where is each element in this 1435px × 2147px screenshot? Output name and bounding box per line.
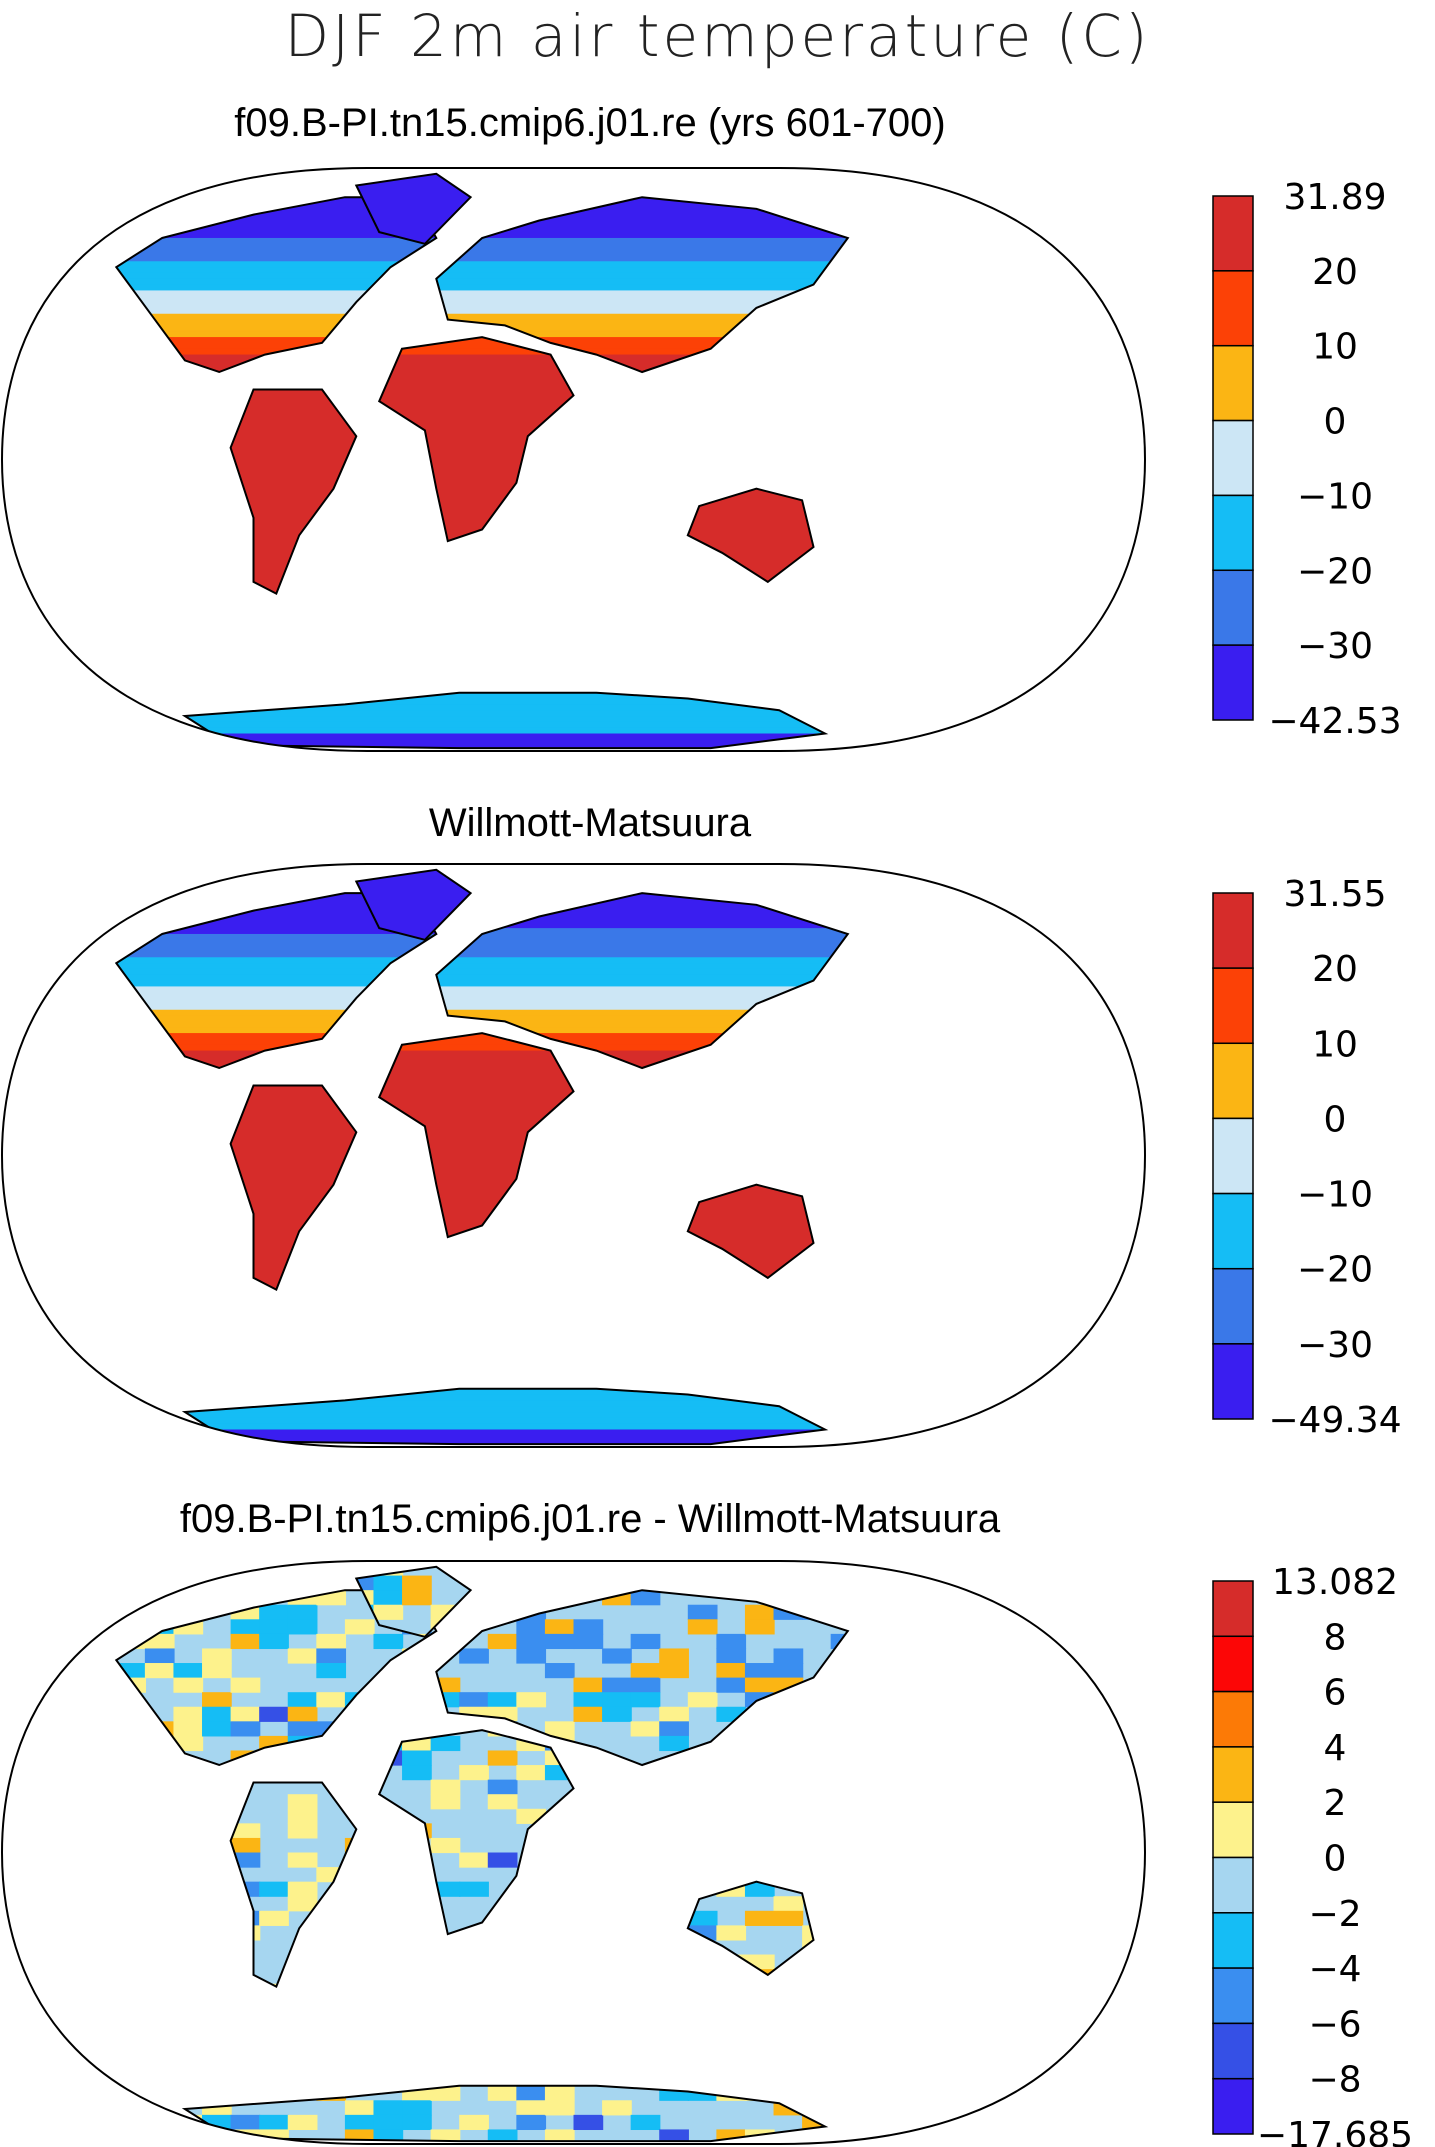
colorbar-label: −2 xyxy=(1308,1894,1361,1935)
colorbar-segment xyxy=(1212,1746,1254,1803)
colorbar-label: −10 xyxy=(1297,1175,1373,1216)
colorbar-segment xyxy=(1212,1801,1254,1859)
colorbar-segment xyxy=(1212,1117,1254,1195)
colorbar-segment xyxy=(1212,2077,1254,2135)
colorbar-label: −17.685 xyxy=(1257,2115,1413,2147)
colorbar-segment xyxy=(1212,569,1254,646)
colorbar-label: −30 xyxy=(1297,1325,1373,1366)
colorbar-2: 31.55 20 10 0 −10 −20 −30 −49.34 xyxy=(1212,874,1402,1441)
panel-3-title: f09.B-PI.tn15.cmip6.j01.re - Willmott-Ma… xyxy=(179,1497,1001,1541)
colorbar-segment xyxy=(1212,1635,1254,1693)
colorbar-label: 10 xyxy=(1312,327,1358,368)
land-antarctica xyxy=(184,692,825,749)
colorbar-segment xyxy=(1212,1690,1254,1748)
colorbar-segment xyxy=(1212,1343,1254,1420)
colorbar-label: 8 xyxy=(1324,1617,1347,1658)
colorbar-segment xyxy=(1212,892,1254,969)
colorbar-label: 6 xyxy=(1324,1673,1347,1714)
colorbar-label: −10 xyxy=(1297,476,1373,517)
colorbar-label: −49.34 xyxy=(1268,1400,1401,1441)
colorbar-label: 0 xyxy=(1324,1099,1347,1140)
colorbar-label: −8 xyxy=(1308,2060,1361,2101)
colorbar-label: 4 xyxy=(1324,1728,1347,1769)
colorbar-segment xyxy=(1212,1042,1254,1120)
colorbar-segment xyxy=(1212,270,1254,347)
colorbar-label: 20 xyxy=(1312,252,1358,293)
colorbar-1: 31.89 20 10 0 −10 −20 −30 −42.53 xyxy=(1212,177,1402,742)
colorbar-segment xyxy=(1212,1267,1254,1345)
land-southAmerica xyxy=(230,1085,357,1290)
colorbar-segment xyxy=(1212,967,1254,1045)
colorbar-label: 13.082 xyxy=(1272,1562,1398,1603)
map-outline-2 xyxy=(0,863,1147,1448)
colorbar-segment xyxy=(1212,2022,1254,2080)
map-panel-1 xyxy=(0,167,1147,752)
colorbar-label: −42.53 xyxy=(1268,701,1401,742)
colorbar-segment xyxy=(1212,1192,1254,1270)
colorbar-label: 31.89 xyxy=(1283,177,1386,218)
colorbar-label: −6 xyxy=(1308,2004,1361,2045)
colorbar-label: 20 xyxy=(1312,949,1358,990)
map-outline-1 xyxy=(0,167,1147,752)
land-eurasia xyxy=(436,893,848,1068)
colorbar-segment xyxy=(1212,644,1254,721)
figure-title: DJF 2m air temperature (C) xyxy=(284,2,1151,70)
land-africa xyxy=(379,337,574,542)
map-panel-2 xyxy=(0,863,1147,1448)
land-eurasia xyxy=(436,197,848,372)
colorbar-label: 2 xyxy=(1324,1783,1347,1824)
colorbar-segment xyxy=(1212,1967,1254,2025)
colorbar-segment xyxy=(1212,195,1254,272)
colorbar-label: −4 xyxy=(1308,1949,1361,1990)
colorbar-label: −20 xyxy=(1297,551,1373,592)
land-africa xyxy=(379,1033,574,1238)
map-panel-3 xyxy=(0,1560,1147,2145)
colorbar-label: 10 xyxy=(1312,1024,1358,1065)
colorbar-label: 31.55 xyxy=(1283,874,1386,915)
colorbar-label: 0 xyxy=(1324,1839,1347,1880)
panel-1-title: f09.B-PI.tn15.cmip6.j01.re (yrs 601-700) xyxy=(234,101,946,145)
panel-2-title: Willmott-Matsuura xyxy=(428,801,752,845)
map-outline-3 xyxy=(0,1560,1147,2145)
colorbar-3: 13.082 8 6 4 2 0 −2 −4 −6 −8 −17.685 xyxy=(1212,1562,1413,2147)
colorbar-segment xyxy=(1212,344,1254,422)
colorbar-label: −30 xyxy=(1297,626,1373,667)
colorbar-segment xyxy=(1212,494,1254,572)
colorbar-segment xyxy=(1212,1580,1254,1638)
colorbar-label: 0 xyxy=(1324,402,1347,443)
colorbar-segment xyxy=(1212,1912,1254,1969)
colorbar-segment xyxy=(1212,1856,1254,1914)
colorbar-label: −20 xyxy=(1297,1250,1373,1291)
colorbar-segment xyxy=(1212,419,1254,497)
